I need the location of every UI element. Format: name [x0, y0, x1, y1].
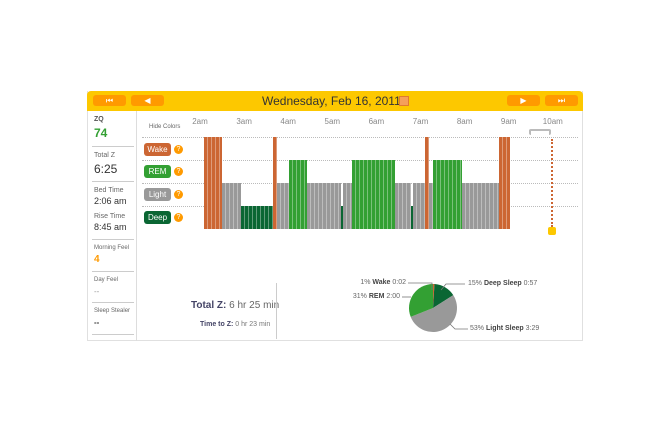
pie-slice-rem	[409, 284, 433, 317]
time-label: 2am	[192, 117, 208, 126]
next-night-button[interactable]: ▶	[507, 95, 540, 106]
totalz-value: 6:25	[94, 162, 118, 176]
totalz-label: Total Z	[94, 152, 116, 159]
day-feel-value: --	[94, 287, 100, 296]
time-label: 8am	[456, 117, 473, 126]
hypnogram-segment-light	[394, 183, 411, 229]
legend-deep[interactable]: Deep	[144, 211, 171, 224]
hypnogram-segment-rem	[432, 160, 463, 229]
time-label: 3am	[236, 117, 252, 126]
sleep-stealer-label: Sleep Stealer	[94, 308, 131, 314]
date-title: Wednesday, Feb 16, 2011	[262, 94, 401, 108]
pie-slice-wake	[433, 284, 435, 308]
pie-label: 53% Light Sleep 3:29	[470, 325, 540, 332]
summary-time-to-z: Time to Z: 0 hr 23 min	[200, 321, 271, 328]
time-label: 9am	[500, 117, 517, 126]
pie-slice-deep-sleep	[433, 284, 454, 308]
help-icon[interactable]: ?	[174, 167, 183, 176]
legend-light[interactable]: Light	[144, 188, 171, 201]
bedtime-value: 2:06 am	[94, 196, 127, 206]
calendar-icon[interactable]	[399, 96, 409, 106]
morning-feel-label: Morning Feel	[94, 245, 130, 251]
sleep-stealer-value: --	[94, 318, 100, 327]
hypnogram-segment-rem	[288, 160, 308, 229]
pie-label: 31% REM 2:00	[352, 293, 400, 300]
pie-leader-line	[449, 323, 468, 330]
time-label: 4am	[280, 117, 296, 126]
prev-night-button[interactable]: ◀	[131, 95, 164, 106]
bedtime-label: Bed Time	[94, 187, 124, 194]
hypnogram-segment-light	[343, 183, 353, 229]
hypnogram-segment-light	[429, 183, 433, 229]
hypnogram-segment-wake	[204, 137, 223, 229]
hypnogram-segment-light	[307, 183, 342, 229]
help-icon[interactable]: ?	[174, 145, 183, 154]
pie-label: 1% Wake 0:02	[360, 279, 406, 286]
hypnogram-segment-deep	[410, 206, 414, 229]
help-icon[interactable]: ?	[174, 213, 183, 222]
hypnogram-segment-wake	[499, 137, 511, 229]
hide-colors-link[interactable]: Hide Colors	[149, 124, 181, 130]
time-label: 6am	[368, 117, 385, 126]
sidebar-stats: ZQ 74 Total Z 6:25 Bed Time 2:06 am Rise…	[87, 111, 137, 341]
zq-label: ZQ	[94, 116, 104, 123]
first-night-button[interactable]: ⏮	[93, 95, 126, 106]
hypnogram-segment-rem	[352, 160, 395, 229]
morning-feel-value: 4	[94, 254, 100, 265]
hypnogram-segment-light	[462, 183, 500, 229]
pie-leader-line	[440, 283, 465, 291]
hypnogram-segment-light	[222, 183, 242, 229]
day-feel-label: Day Feel	[94, 277, 119, 283]
risetime-value: 8:45 am	[94, 222, 127, 232]
hypnogram-segment-wake	[424, 137, 430, 229]
last-night-button[interactable]: ⏭	[545, 95, 578, 106]
zq-value: 74	[94, 126, 108, 140]
legend-wake[interactable]: Wake	[144, 143, 171, 156]
range-handle[interactable]	[529, 129, 551, 135]
hypnogram-segment-wake	[272, 137, 278, 229]
hypnogram-segment-deep	[341, 206, 344, 229]
time-label: 5am	[324, 117, 341, 126]
summary-totalz: Total Z: 6 hr 25 min	[191, 300, 280, 311]
time-label: 10am	[542, 117, 563, 126]
hypnogram-segment-light	[277, 183, 289, 229]
hypnogram-segment-light	[413, 183, 425, 229]
time-label: 7am	[412, 117, 429, 126]
pie-leader-line	[408, 282, 433, 290]
sleep-panel	[87, 91, 583, 341]
pie-slice-light-sleep	[410, 295, 458, 333]
legend-rem[interactable]: REM	[144, 165, 171, 178]
time-slider-handle[interactable]	[548, 227, 556, 235]
date-header: ⏮ ◀ Wednesday, Feb 16, 2011 ▶ ⏭	[87, 91, 583, 111]
risetime-label: Rise Time	[94, 213, 126, 220]
pie-label: 15% Deep Sleep 0:57	[468, 280, 538, 287]
help-icon[interactable]: ?	[174, 190, 183, 199]
hypnogram-segment-deep	[241, 206, 273, 229]
current-time-marker	[551, 139, 553, 227]
